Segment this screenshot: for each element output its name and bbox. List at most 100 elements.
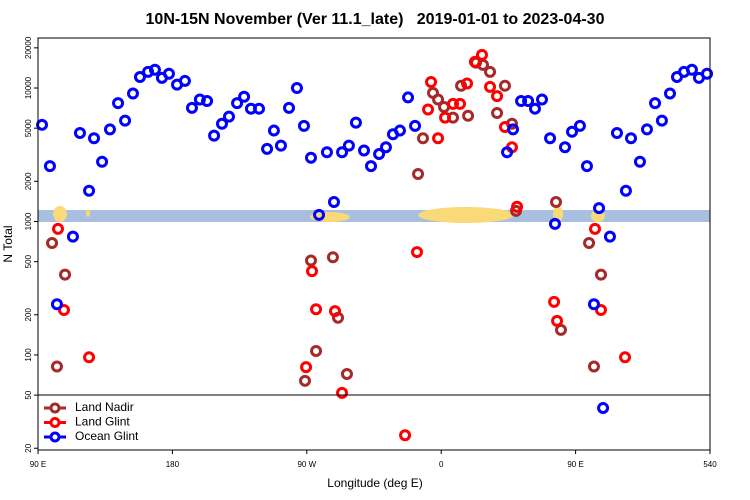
data-point <box>148 63 161 76</box>
data-point <box>327 195 340 208</box>
data-point <box>304 254 317 267</box>
data-point <box>52 222 65 235</box>
x-tick-label: 180 <box>166 460 180 469</box>
data-point <box>193 93 206 106</box>
data-point <box>112 97 125 110</box>
data-point <box>185 101 198 114</box>
land-shape <box>86 209 90 217</box>
legend-label: Ocean Glint <box>75 429 139 443</box>
data-point <box>536 93 548 106</box>
data-point <box>274 139 287 152</box>
data-point <box>83 184 96 197</box>
y-tick-label: 200 <box>24 308 33 322</box>
data-point <box>178 74 191 87</box>
legend-label: Land Glint <box>75 415 130 429</box>
data-point <box>603 230 616 243</box>
land-shape <box>418 207 514 223</box>
data-point <box>399 429 412 442</box>
legend-label: Land Nadir <box>75 400 134 414</box>
data-point <box>201 94 214 107</box>
y-tick-label: 20 <box>24 443 33 452</box>
data-point <box>573 119 586 132</box>
data-point <box>326 251 339 264</box>
data-point <box>580 160 593 173</box>
x-tick-label: 90 E <box>567 460 583 469</box>
legend-marker <box>49 431 61 443</box>
y-tick-label: 100 <box>24 348 33 362</box>
data-point <box>587 298 600 311</box>
data-point <box>310 303 323 316</box>
data-point <box>357 144 370 157</box>
data-point <box>306 265 319 278</box>
data-point <box>640 123 653 136</box>
x-tick-label: 0 <box>439 460 444 469</box>
data-point <box>409 119 422 132</box>
data-point <box>468 55 481 68</box>
plot <box>36 48 714 442</box>
data-point <box>528 102 541 115</box>
data-point <box>50 360 63 373</box>
data-point <box>454 97 467 110</box>
data-point <box>365 160 378 173</box>
data-point <box>566 125 579 138</box>
data-point <box>43 160 56 173</box>
data-point <box>544 132 557 145</box>
data-point <box>340 367 353 380</box>
data-point <box>515 94 528 107</box>
data-point <box>422 103 435 116</box>
data-point <box>432 93 445 106</box>
legend-marker <box>49 402 61 414</box>
data-point <box>619 351 632 364</box>
data-point <box>594 304 607 317</box>
x-tick-label: 540 <box>703 460 717 469</box>
y-tick-label: 1000 <box>24 212 33 230</box>
data-point <box>649 97 662 110</box>
data-point <box>411 246 424 259</box>
data-point <box>231 97 244 110</box>
y-tick-label: 50 <box>24 390 33 399</box>
data-point <box>587 360 600 373</box>
data-point <box>267 124 280 137</box>
y-tick-label: 10000 <box>24 76 33 99</box>
data-point <box>461 77 474 90</box>
data-point <box>551 314 564 327</box>
data-point <box>66 230 79 243</box>
data-point <box>222 110 235 123</box>
data-point <box>83 351 96 364</box>
data-point <box>583 236 596 249</box>
data-point <box>425 75 438 88</box>
x-tick-label: 90 W <box>297 460 316 469</box>
data-point <box>119 114 132 127</box>
data-point <box>313 208 326 221</box>
data-point <box>655 114 668 127</box>
data-point <box>310 345 323 358</box>
data-point <box>50 298 63 311</box>
data-point <box>336 146 349 159</box>
data-point <box>215 117 228 130</box>
data-point <box>299 374 312 387</box>
ocean-strip <box>38 210 710 222</box>
data-point <box>663 87 676 100</box>
data-point <box>336 386 349 399</box>
data-point <box>57 304 70 317</box>
x-axis-label: Longitude (deg E) <box>327 476 422 490</box>
data-point <box>412 167 425 180</box>
data-point <box>36 118 49 131</box>
map-strip <box>38 206 710 223</box>
data-point <box>522 94 535 107</box>
data-point <box>379 141 392 154</box>
y-tick-label: 5000 <box>24 119 33 137</box>
data-point <box>597 402 610 415</box>
data-point <box>253 102 266 115</box>
data-point <box>46 236 59 249</box>
data-point <box>498 79 511 92</box>
y-tick-label: 500 <box>24 254 33 268</box>
data-point <box>685 63 698 76</box>
data-point <box>491 90 504 103</box>
legend-marker <box>49 417 61 428</box>
chart-title: 10N-15N November (Ver 11.1_late) 2019-01… <box>146 11 605 28</box>
y-axis-label: N Total <box>1 225 15 262</box>
data-point <box>432 132 445 145</box>
